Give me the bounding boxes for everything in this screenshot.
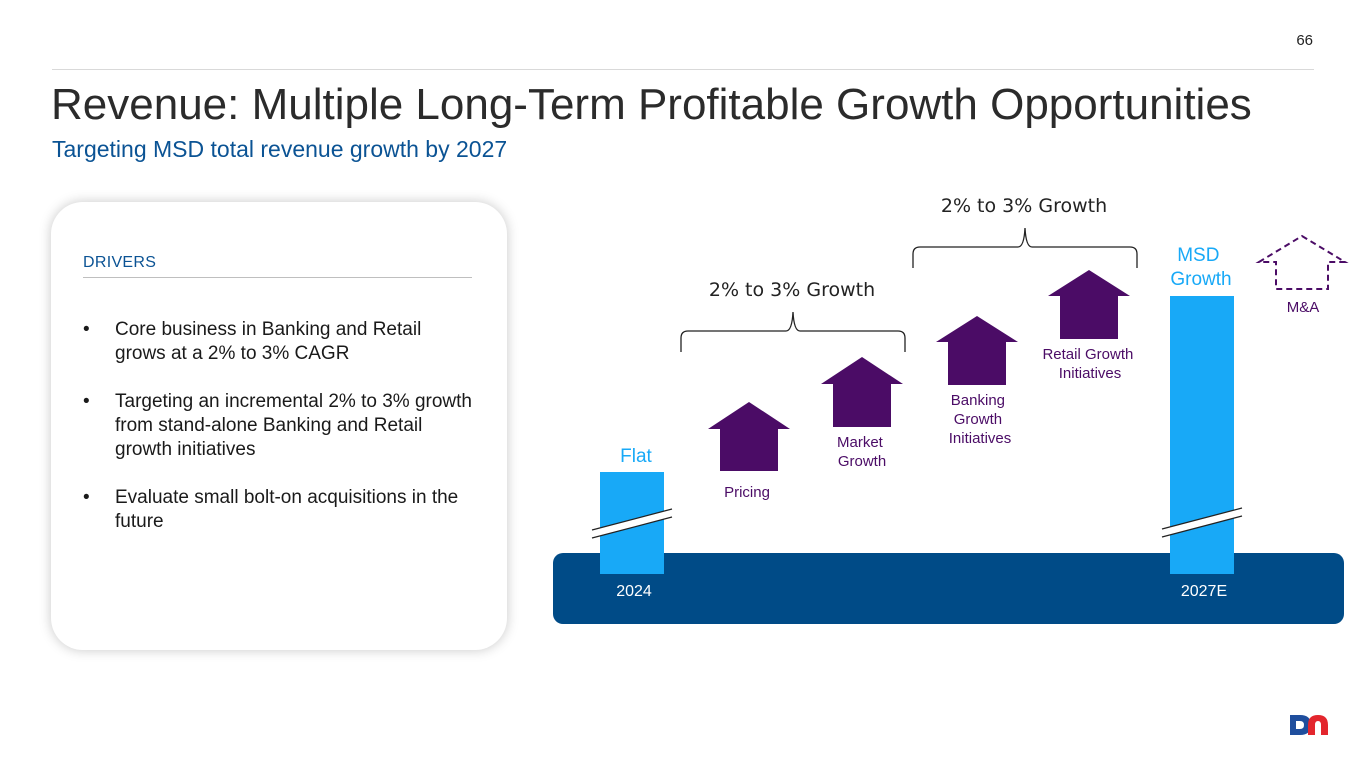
growth-label-1: 2% to 3% Growth [709,279,875,301]
growth-label-2: 2% to 3% Growth [941,195,1107,217]
category-label-2024: 2024 [616,583,652,600]
page-number: 66 [1296,32,1313,49]
step-arrow-market-growth [821,357,903,427]
driver-bullet: Targeting an incremental 2% to 3% growth… [83,390,473,462]
axis-break-2024 [591,508,673,539]
page-title: Revenue: Multiple Long-Term Profitable G… [51,80,1252,129]
category-label-2027e: 2027E [1181,583,1227,600]
driver-bullet: Core business in Banking and Retail grow… [83,318,473,366]
axis-break-2027e [1161,507,1243,538]
step-arrow-banking [936,316,1018,385]
bar-label-flat: Flat [620,446,652,467]
drivers-heading: DRIVERS [83,254,157,271]
chart-base-band [553,553,1344,624]
bar-label-msd-growth: MSD Growth [1170,245,1231,290]
step-label-pricing: Pricing [724,484,770,501]
step-label-retail: Retail Growth Initiatives [1042,346,1137,382]
bar-2027e [1170,296,1234,574]
step-label-banking: Banking Growth Initiatives [949,392,1012,447]
header-divider [52,69,1314,70]
step-arrow-retail [1048,270,1130,339]
page-subtitle: Targeting MSD total revenue growth by 20… [52,136,508,162]
drivers-card: DRIVERS Core business in Banking and Ret… [51,202,507,650]
company-logo [1290,715,1328,735]
drivers-divider [83,277,472,278]
growth-bracket-1 [680,311,906,352]
driver-bullet: Evaluate small bolt-on acquisitions in t… [83,486,473,534]
drivers-list: Core business in Banking and Retail grow… [83,318,473,558]
mna-dashed-arrow [1255,234,1349,290]
mna-label: M&A [1287,299,1320,316]
step-arrow-pricing [708,402,790,471]
step-label-market-growth: Market Growth [837,434,887,470]
growth-bracket-2 [912,227,1138,268]
bar-2024 [600,472,664,574]
